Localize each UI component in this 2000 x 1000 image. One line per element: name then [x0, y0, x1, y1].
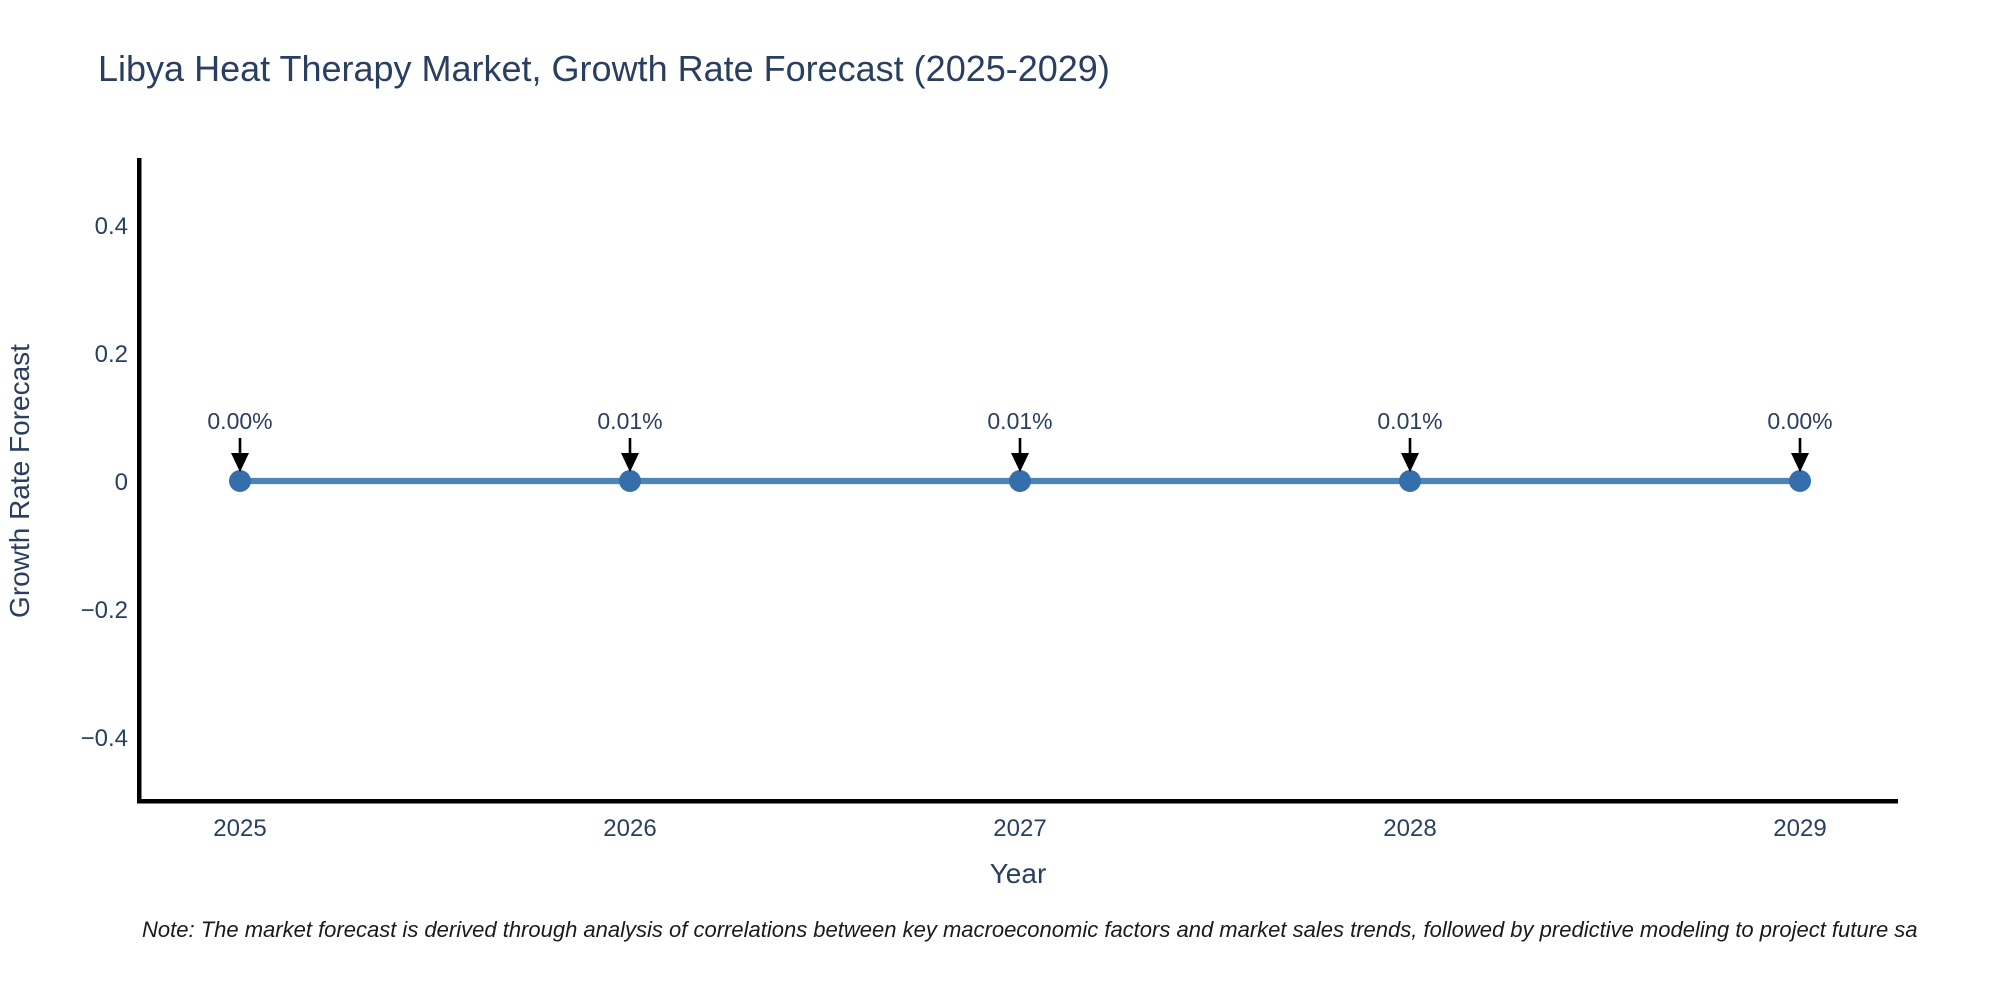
y-tick-label: −0.2	[81, 597, 128, 624]
x-tick-label: 2026	[603, 815, 656, 842]
annotation-label: 0.01%	[987, 408, 1052, 434]
x-tick-label: 2029	[1773, 815, 1826, 842]
annotation-label: 0.01%	[1377, 408, 1442, 434]
data-point-marker[interactable]	[1789, 470, 1811, 492]
y-tick-label: 0.2	[95, 341, 128, 368]
x-axis-line	[137, 799, 1898, 804]
footnote: Note: The market forecast is derived thr…	[142, 917, 1918, 942]
point-annotation: 0.00%	[1767, 408, 1833, 472]
point-annotation: 0.01%	[1377, 408, 1443, 472]
point-annotation: 0.01%	[987, 408, 1053, 472]
x-tick-label: 2027	[993, 815, 1046, 842]
annotation-arrowhead-icon	[1401, 453, 1419, 472]
point-annotation: 0.00%	[207, 408, 273, 472]
annotation-arrowhead-icon	[231, 453, 249, 472]
y-tick-label: −0.4	[81, 725, 128, 752]
annotation-label: 0.01%	[597, 408, 662, 434]
point-annotation: 0.01%	[597, 408, 663, 472]
data-point-marker[interactable]	[1399, 470, 1421, 492]
data-point-marker[interactable]	[1009, 470, 1031, 492]
annotation-arrowhead-icon	[1791, 453, 1809, 472]
y-axis-title: Growth Rate Forecast	[4, 344, 35, 618]
chart-title: Libya Heat Therapy Market, Growth Rate F…	[98, 48, 1110, 89]
annotation-label: 0.00%	[207, 408, 272, 434]
x-tick-label: 2025	[213, 815, 266, 842]
annotation-label: 0.00%	[1767, 408, 1832, 434]
data-point-marker[interactable]	[229, 470, 251, 492]
data-point-marker[interactable]	[619, 470, 641, 492]
x-axis-title: Year	[990, 858, 1047, 889]
y-axis-line	[137, 158, 142, 804]
annotation-arrowhead-icon	[1011, 453, 1029, 472]
y-tick-label: 0.4	[95, 213, 128, 240]
annotation-arrowhead-icon	[621, 453, 639, 472]
y-tick-label: 0	[115, 469, 128, 496]
x-tick-label: 2028	[1383, 815, 1436, 842]
